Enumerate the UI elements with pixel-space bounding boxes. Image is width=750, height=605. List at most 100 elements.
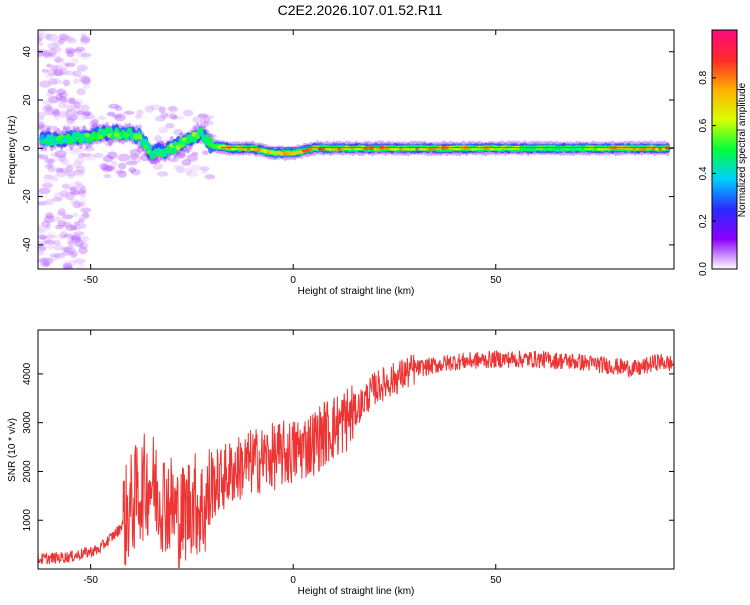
heatmap-speckle xyxy=(43,52,54,57)
heatmap-speckle xyxy=(39,235,47,240)
heatmap-speckle xyxy=(50,46,62,53)
heatmap-speckle xyxy=(50,111,60,118)
heatmap-speckle xyxy=(62,221,73,228)
ridge-segment xyxy=(97,134,104,140)
snr-y-axis-label: SNR (10 * v/v) xyxy=(7,418,18,482)
heatmap-speckle xyxy=(117,162,127,170)
heatmap-speckle xyxy=(71,212,79,218)
heatmap-speckle xyxy=(58,79,67,85)
heatmap-speckle xyxy=(62,80,71,87)
heatmap-speckle xyxy=(128,153,140,159)
heatmap-speckle xyxy=(51,50,61,56)
heatmap-speckle xyxy=(104,165,116,171)
heatmap-speckle xyxy=(71,189,81,196)
heatmap-speckle xyxy=(73,103,80,110)
colorbar-tick-label: 0.6 xyxy=(698,118,709,132)
heatmap-speckle xyxy=(44,33,52,40)
heatmap-speckle xyxy=(53,57,65,63)
heatmap-speckle xyxy=(128,155,136,164)
heatmap-speckle xyxy=(53,244,64,251)
snr-y-tick-label: 2000 xyxy=(22,460,33,483)
heatmap-speckle xyxy=(45,212,54,219)
heatmap-speckle xyxy=(75,101,87,110)
heatmap-speckle xyxy=(63,246,76,255)
heatmap-speckle xyxy=(185,167,193,176)
heatmap-speckle xyxy=(160,112,169,119)
heatmap-speckle xyxy=(53,39,64,47)
heatmap-speckle xyxy=(57,103,67,109)
heatmap-speckle xyxy=(202,150,209,156)
heatmap-speckle xyxy=(75,46,86,52)
heatmap-speckle xyxy=(190,164,202,171)
heatmap-speckle xyxy=(118,170,127,178)
ridge-segment xyxy=(104,128,110,134)
heatmap-speckle xyxy=(168,113,178,120)
heatmap-speckle xyxy=(191,151,199,156)
heatmap-speckle xyxy=(38,188,44,197)
heatmap-speckle xyxy=(75,165,86,173)
heatmap-speckle xyxy=(74,225,82,231)
heatmap-speckle xyxy=(114,113,126,122)
colorbar: Normalized spectral amplitude 0.0 0.2 0.4 0… xyxy=(698,29,748,276)
heatmap-speckle xyxy=(44,224,52,231)
heatmap-speckle xyxy=(51,156,61,162)
heatmap-speckle xyxy=(60,158,70,166)
heatmap-speckle xyxy=(38,200,49,206)
heatmap-speckle xyxy=(130,153,138,161)
heatmap-speckle xyxy=(104,140,114,147)
heatmap-speckle xyxy=(78,246,88,255)
spectrogram-y-tick-label: 0 xyxy=(22,145,33,151)
heatmap-speckle xyxy=(42,50,51,59)
heatmap-speckle xyxy=(61,250,74,256)
heatmap-speckle xyxy=(84,153,97,161)
heatmap-speckle xyxy=(106,151,118,160)
heatmap-speckle xyxy=(123,110,135,115)
heatmap-speckle xyxy=(45,235,56,240)
heatmap-speckle xyxy=(46,68,58,77)
heatmap-speckle xyxy=(47,159,54,168)
heatmap-speckle xyxy=(80,38,90,43)
heatmap-speckle xyxy=(74,147,85,153)
heatmap-speckle xyxy=(186,170,199,178)
heatmap-speckle xyxy=(44,104,53,110)
heatmap-speckle xyxy=(168,105,179,113)
heatmap-speckle xyxy=(84,113,96,120)
heatmap-speckle xyxy=(38,224,44,230)
heatmap-speckle xyxy=(44,199,54,206)
heatmap-speckle xyxy=(46,125,58,131)
heatmap-speckle xyxy=(38,234,48,240)
heatmap-speckle xyxy=(68,259,77,266)
heatmap-speckle xyxy=(71,149,79,156)
colorbar-gradient xyxy=(711,29,738,270)
heatmap-speckle xyxy=(52,107,60,115)
heatmap-speckle xyxy=(192,116,204,124)
heatmap-speckle xyxy=(66,114,79,121)
heatmap-speckle xyxy=(55,167,64,173)
heatmap-speckle xyxy=(83,110,92,116)
heatmap-speckle xyxy=(116,170,127,178)
heatmap-speckle xyxy=(136,109,144,117)
heatmap-speckle xyxy=(46,48,58,55)
heatmap-speckle xyxy=(58,32,67,41)
heatmap-speckle xyxy=(54,191,65,200)
heatmap-speckle xyxy=(204,174,216,180)
heatmap-speckle xyxy=(202,114,214,120)
heatmap-speckle xyxy=(41,68,49,73)
heatmap-speckle xyxy=(76,88,86,96)
heatmap-speckle xyxy=(38,50,44,57)
heatmap-speckle xyxy=(41,182,54,189)
heatmap-speckle xyxy=(38,153,43,158)
heatmap-speckle xyxy=(44,108,54,116)
heatmap-speckle xyxy=(56,211,67,216)
snr-x-tick-label: 50 xyxy=(490,575,502,586)
heatmap-speckle xyxy=(38,36,42,44)
heatmap-speckle xyxy=(66,117,76,125)
heatmap-speckle xyxy=(130,168,141,176)
spectrogram-heatmap xyxy=(38,30,674,269)
heatmap-speckle xyxy=(80,104,90,112)
heatmap-speckle xyxy=(38,33,45,41)
heatmap-speckle xyxy=(55,216,67,221)
heatmap-speckle xyxy=(57,154,67,162)
heatmap-speckle xyxy=(78,214,89,221)
